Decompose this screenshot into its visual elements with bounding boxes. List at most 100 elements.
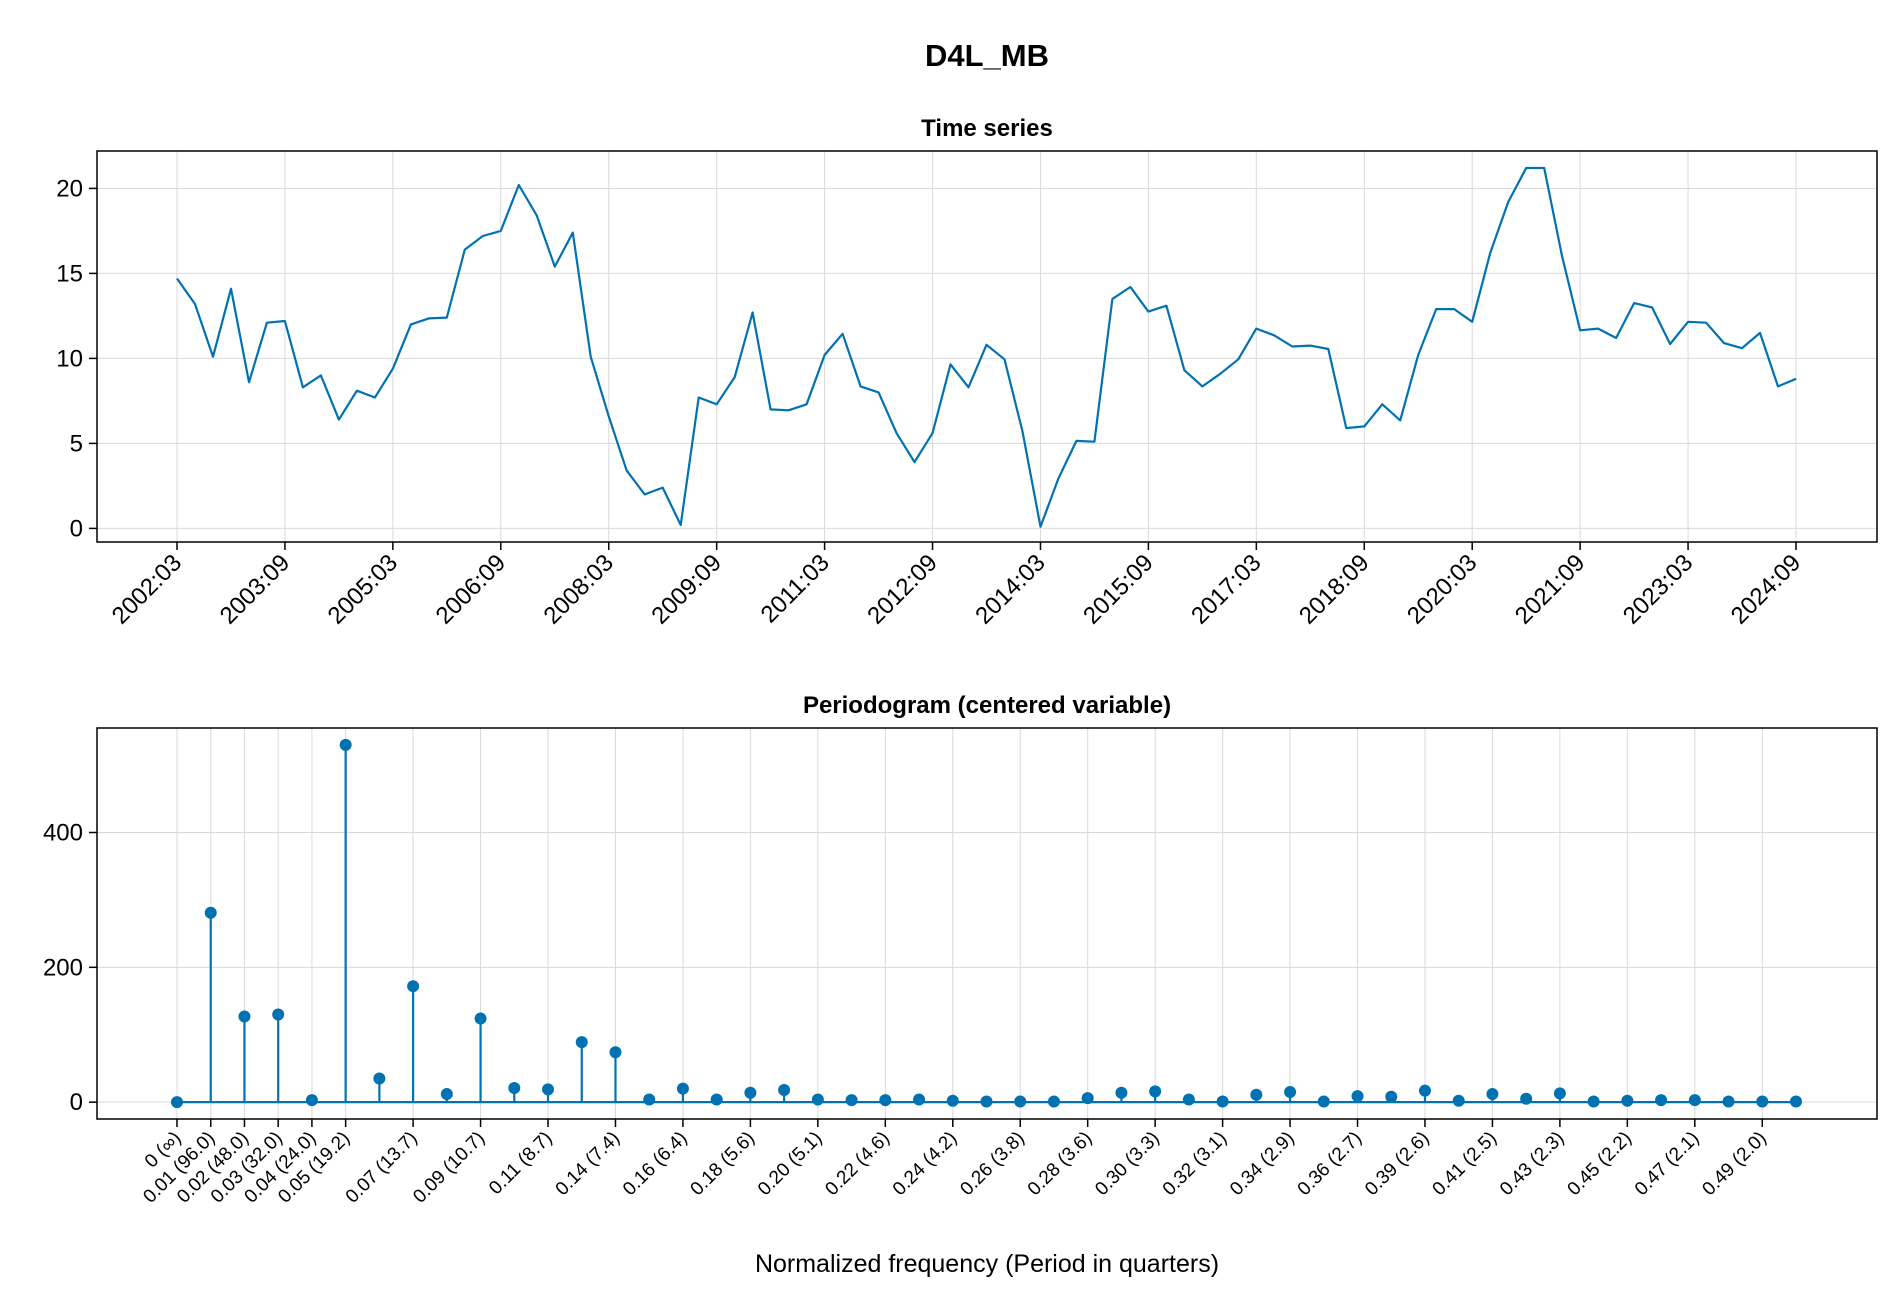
pg-x-tick-label: 0.43 (2.3) xyxy=(1496,1128,1568,1200)
pg-stem-marker xyxy=(946,1094,959,1107)
periodogram-x-axis: 0 (∞)0.01 (96.0)0.02 (48.0)0.03 (32.0)0.… xyxy=(139,1119,1771,1208)
periodogram-panel: Periodogram (centered variable) 0200400 … xyxy=(43,692,1878,1278)
ts-x-tick-label: 2017:03 xyxy=(1186,549,1266,629)
pg-stem-marker xyxy=(1182,1093,1195,1106)
periodogram-x-label: Normalized frequency (Period in quarters… xyxy=(755,1250,1219,1278)
pg-x-tick-label: 0.09 (10.7) xyxy=(409,1128,489,1208)
pg-x-tick-label: 0.18 (5.6) xyxy=(687,1128,759,1200)
ts-x-tick-label: 2015:09 xyxy=(1078,549,1158,629)
time-series-x-axis: 2002:03 2003:09 2005:03 2006:09 2008:03 2009:… xyxy=(107,542,1806,630)
pg-y-tick-label: 0 xyxy=(70,1089,83,1116)
pg-stem-marker xyxy=(1149,1085,1162,1098)
pg-stem-marker xyxy=(1250,1088,1263,1101)
pg-stem-marker xyxy=(1655,1094,1668,1107)
pg-stem-marker xyxy=(1553,1087,1566,1100)
ts-y-tick-label: 15 xyxy=(56,260,83,287)
time-series-y-axis: 0 5 10 15 20 xyxy=(56,175,97,542)
pg-stem-marker xyxy=(1520,1092,1533,1105)
pg-stem-marker xyxy=(1587,1095,1600,1108)
pg-x-tick-label: 0.16 (6.4) xyxy=(619,1128,691,1200)
pg-stem-marker xyxy=(1014,1095,1027,1108)
ts-y-tick-label: 0 xyxy=(70,515,83,542)
pg-stem-marker xyxy=(1621,1094,1634,1107)
ts-x-tick-label: 2002:03 xyxy=(107,549,187,629)
ts-x-tick-label: 2011:03 xyxy=(756,549,835,628)
periodogram-title: Periodogram (centered variable) xyxy=(803,692,1171,719)
pg-stem-marker xyxy=(1418,1084,1431,1097)
ts-x-tick-label: 2006:09 xyxy=(431,549,511,629)
pg-x-tick-label: 0.47 (2.1) xyxy=(1631,1128,1703,1200)
pg-stem-marker xyxy=(575,1036,588,1049)
pg-stem-marker xyxy=(1790,1095,1802,1108)
pg-stem-marker xyxy=(474,1012,487,1025)
pg-x-tick-label: 0.45 (2.2) xyxy=(1564,1128,1636,1200)
pg-stem-marker xyxy=(778,1084,791,1097)
pg-stem-marker xyxy=(744,1086,757,1099)
pg-stem-marker xyxy=(1688,1094,1701,1107)
pg-x-tick-label: 0.49 (2.0) xyxy=(1698,1128,1770,1200)
pg-x-tick-label: 0.26 (3.8) xyxy=(956,1128,1028,1200)
pg-stem-marker xyxy=(710,1093,723,1106)
pg-stem-marker xyxy=(1317,1095,1330,1108)
pg-stem-marker xyxy=(272,1008,285,1021)
pg-stem-marker xyxy=(1284,1086,1297,1099)
pg-x-tick-label: 0.41 (2.5) xyxy=(1429,1128,1501,1200)
pg-stem-marker xyxy=(305,1094,318,1107)
pg-stem-marker xyxy=(811,1093,824,1106)
pg-stem-marker xyxy=(1486,1088,1499,1101)
pg-x-tick-label: 0.14 (7.4) xyxy=(552,1128,624,1200)
ts-x-tick-label: 2009:09 xyxy=(646,549,726,629)
time-series-frame xyxy=(96,150,1878,543)
pg-stem-marker xyxy=(542,1083,555,1096)
ts-y-tick-label: 10 xyxy=(56,345,83,372)
ts-x-tick-label: 2012:09 xyxy=(862,549,942,629)
pg-stem-marker xyxy=(440,1088,453,1101)
ts-x-tick-label: 2023:03 xyxy=(1618,549,1698,629)
pg-stem-marker xyxy=(204,906,217,919)
pg-x-tick-label: 0.34 (2.9) xyxy=(1226,1128,1298,1200)
ts-x-tick-label: 2003:09 xyxy=(215,549,295,629)
periodogram-grid xyxy=(97,728,1877,1119)
pg-x-tick-label: 0.36 (2.7) xyxy=(1294,1128,1366,1200)
periodogram-frame xyxy=(96,727,1878,1120)
ts-x-tick-label: 2018:09 xyxy=(1294,549,1374,629)
pg-x-tick-label: 0.28 (3.6) xyxy=(1024,1128,1096,1200)
periodogram-plot-area xyxy=(171,738,1802,1109)
pg-stem-marker xyxy=(1351,1090,1364,1103)
pg-stem-marker xyxy=(676,1082,689,1095)
pg-stem-marker xyxy=(1385,1090,1398,1103)
pg-stem-marker xyxy=(845,1094,858,1107)
ts-x-tick-label: 2020:03 xyxy=(1402,549,1482,629)
time-series-panel: Time series 0 5 10 15 20 2002:03 2003:09 2005:… xyxy=(56,115,1878,630)
pg-stem-marker xyxy=(1452,1094,1465,1107)
pg-stem-marker xyxy=(238,1010,251,1023)
pg-stem-marker xyxy=(1081,1092,1094,1105)
pg-stem-marker xyxy=(913,1093,926,1106)
ts-x-tick-label: 2014:03 xyxy=(970,549,1050,629)
pg-stem-marker xyxy=(373,1072,386,1085)
pg-y-tick-label: 400 xyxy=(43,819,83,846)
time-series-title: Time series xyxy=(921,115,1053,142)
pg-stem-marker xyxy=(980,1095,993,1108)
pg-stem-marker xyxy=(1216,1095,1229,1108)
pg-stem-marker xyxy=(1756,1095,1769,1108)
pg-x-tick-label: 0.30 (3.3) xyxy=(1091,1128,1163,1200)
pg-stem-marker xyxy=(1047,1095,1060,1108)
ts-y-tick-label: 20 xyxy=(56,175,83,202)
figure-title: D4L_MB xyxy=(925,38,1049,73)
time-series-plot-area xyxy=(176,166,1797,528)
pg-stem-marker xyxy=(171,1096,183,1109)
ts-x-tick-label: 2008:03 xyxy=(539,549,619,629)
pg-x-tick-label: 0.07 (13.7) xyxy=(342,1128,422,1208)
ts-series-line xyxy=(176,166,1797,528)
ts-x-tick-label: 2021:09 xyxy=(1510,549,1590,629)
pg-x-tick-label: 0.32 (3.1) xyxy=(1159,1128,1231,1200)
ts-x-tick-label: 2024:09 xyxy=(1726,549,1806,629)
pg-stem-marker xyxy=(1115,1086,1128,1099)
periodogram-y-axis: 0 200 400 xyxy=(43,819,97,1116)
time-series-grid xyxy=(97,151,1877,542)
pg-stem-marker xyxy=(879,1094,892,1107)
pg-x-tick-label: 0.39 (2.6) xyxy=(1361,1128,1433,1200)
pg-x-tick-label: 0.22 (4.6) xyxy=(821,1128,893,1200)
